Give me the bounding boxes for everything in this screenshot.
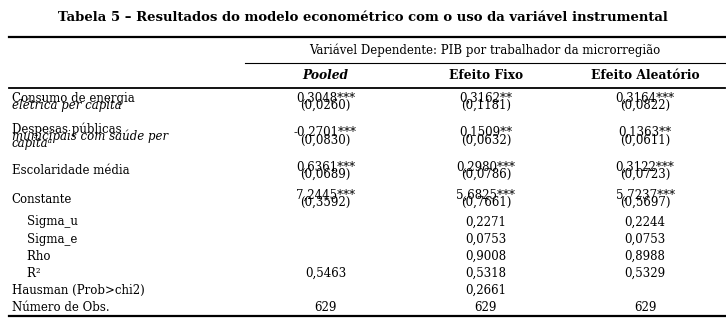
Text: Efeito Fixo: Efeito Fixo: [449, 69, 523, 82]
Text: 0,3048***: 0,3048***: [296, 92, 355, 105]
Text: capitaᵃ: capitaᵃ: [12, 137, 52, 150]
Text: Variável Dependente: PIB por trabalhador da microrregião: Variável Dependente: PIB por trabalhador…: [309, 43, 661, 57]
Text: 629: 629: [475, 301, 497, 314]
Text: Escolaridade média: Escolaridade média: [12, 164, 129, 177]
Text: 0,9008: 0,9008: [465, 250, 506, 263]
Text: 629: 629: [634, 301, 656, 314]
Text: 0,0753: 0,0753: [465, 233, 507, 246]
Text: (0,5697): (0,5697): [620, 196, 670, 209]
Text: Rho: Rho: [12, 250, 50, 263]
Text: municipais com saúde per: municipais com saúde per: [12, 130, 168, 143]
Text: 0,3164***: 0,3164***: [616, 92, 674, 105]
Text: 0,1363**: 0,1363**: [619, 126, 672, 139]
Text: (0,0723): (0,0723): [620, 168, 670, 181]
Text: 629: 629: [314, 301, 337, 314]
Text: -0,2701***: -0,2701***: [294, 126, 357, 139]
Text: 0,2244: 0,2244: [624, 215, 666, 229]
Text: Efeito Aleatório: Efeito Aleatório: [591, 69, 699, 82]
Text: 5,6825***: 5,6825***: [457, 189, 515, 202]
Text: 0,2271: 0,2271: [465, 215, 506, 229]
Text: (0,0786): (0,0786): [460, 168, 511, 181]
Text: 7,2445***: 7,2445***: [296, 189, 355, 202]
Text: Hausman (Prob>chi2): Hausman (Prob>chi2): [12, 284, 144, 297]
Text: 0,3162**: 0,3162**: [460, 92, 513, 105]
Text: (0,0611): (0,0611): [620, 133, 670, 146]
Text: (0,0830): (0,0830): [301, 133, 351, 146]
Text: Sigma_u: Sigma_u: [12, 215, 78, 229]
Text: 0,2661: 0,2661: [465, 284, 506, 297]
Text: (0,0822): (0,0822): [620, 99, 670, 112]
Text: 0,8988: 0,8988: [624, 250, 666, 263]
Text: (0,0689): (0,0689): [301, 168, 351, 181]
Text: 0,3122***: 0,3122***: [616, 160, 674, 174]
Text: Tabela 5 – Resultados do modelo econométrico com o uso da variável instrumental: Tabela 5 – Resultados do modelo economét…: [58, 11, 668, 24]
Text: 0,5329: 0,5329: [624, 267, 666, 280]
Text: Sigma_e: Sigma_e: [12, 233, 77, 246]
Text: (0,1181): (0,1181): [461, 99, 511, 112]
Text: Pooled: Pooled: [303, 69, 348, 82]
Text: (0,0260): (0,0260): [301, 99, 351, 112]
Text: 0,2980***: 0,2980***: [457, 160, 515, 174]
Text: (0,7661): (0,7661): [460, 196, 511, 209]
Text: 0,6361***: 0,6361***: [296, 160, 355, 174]
Text: (0,0632): (0,0632): [460, 133, 511, 146]
Text: elétrica per capita: elétrica per capita: [12, 99, 121, 112]
Text: Consumo de energia: Consumo de energia: [12, 92, 134, 105]
Text: 0,0753: 0,0753: [624, 233, 666, 246]
Text: Número de Obs.: Número de Obs.: [12, 301, 109, 314]
Text: 0,5318: 0,5318: [465, 267, 506, 280]
Text: 0,1509**: 0,1509**: [460, 126, 513, 139]
Text: (0,3592): (0,3592): [301, 196, 351, 209]
Text: Constante: Constante: [12, 193, 72, 206]
Text: Despesas públicas: Despesas públicas: [12, 123, 121, 136]
Text: 5,7237***: 5,7237***: [616, 189, 674, 202]
Text: R²: R²: [12, 267, 40, 280]
Text: 0,5463: 0,5463: [305, 267, 346, 280]
